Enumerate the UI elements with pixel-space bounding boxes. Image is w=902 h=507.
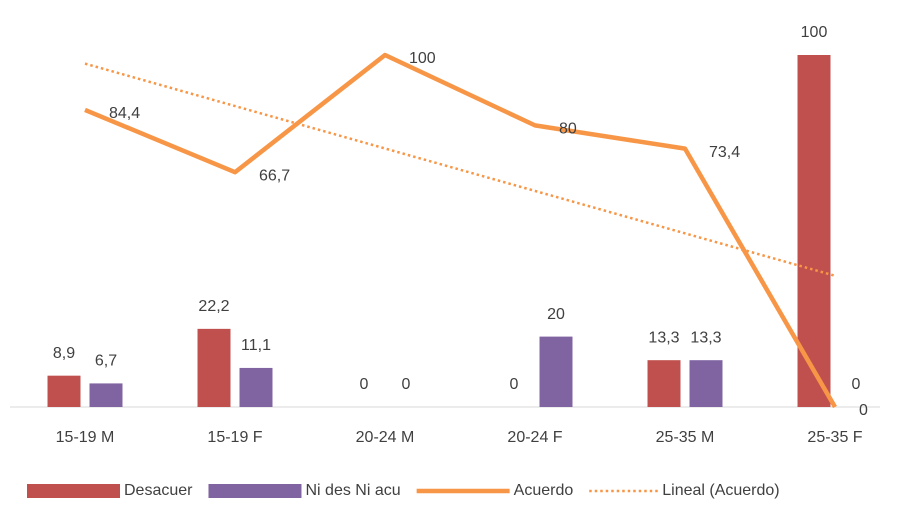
line-value-label: 80 [559, 121, 577, 138]
x-tick-label: 25-35 M [656, 429, 715, 446]
x-tick-label: 20-24 F [507, 429, 562, 446]
bar-value-label: 0 [360, 376, 369, 393]
line-value-label: 73,4 [709, 144, 740, 161]
bar [47, 375, 81, 407]
line-value-label: 66,7 [259, 167, 290, 184]
bar-value-label: 13,3 [690, 329, 721, 346]
bar-value-label: 8,9 [53, 345, 75, 362]
bar [197, 328, 231, 407]
legend-label: Desacuer [124, 482, 193, 499]
bar-value-label: 100 [801, 24, 828, 41]
legend-swatch [27, 484, 120, 498]
bar-value-label: 11,1 [241, 337, 271, 354]
bar [89, 383, 123, 407]
x-tick-label: 20-24 M [356, 429, 415, 446]
bar-value-label: 22,2 [198, 298, 229, 315]
x-tick-label: 25-35 F [807, 429, 862, 446]
legend-label: Ni des Ni acu [305, 482, 400, 499]
x-tick-label: 15-19 F [207, 429, 262, 446]
bar-value-label: 0 [510, 376, 519, 393]
x-tick-label: 15-19 M [56, 429, 115, 446]
bar [239, 367, 273, 407]
legend-swatch [208, 484, 302, 498]
line-value-label: 0 [859, 402, 868, 419]
line-series [84, 52, 837, 409]
line-value-label: 100 [409, 50, 436, 67]
bar-value-label: 20 [547, 306, 565, 323]
bar [689, 360, 723, 407]
bar-value-label: 6,7 [95, 353, 117, 370]
bar-value-label: 13,3 [648, 329, 679, 346]
bar [539, 336, 573, 407]
legend-label: Acuerdo [514, 482, 574, 499]
legend-label: Lineal (Acuerdo) [662, 482, 779, 499]
bar [647, 360, 681, 407]
line-value-label: 84,4 [109, 105, 140, 122]
bar-value-label: 0 [402, 376, 411, 393]
bar-value-label: 0 [852, 376, 861, 393]
trendline [84, 62, 836, 277]
